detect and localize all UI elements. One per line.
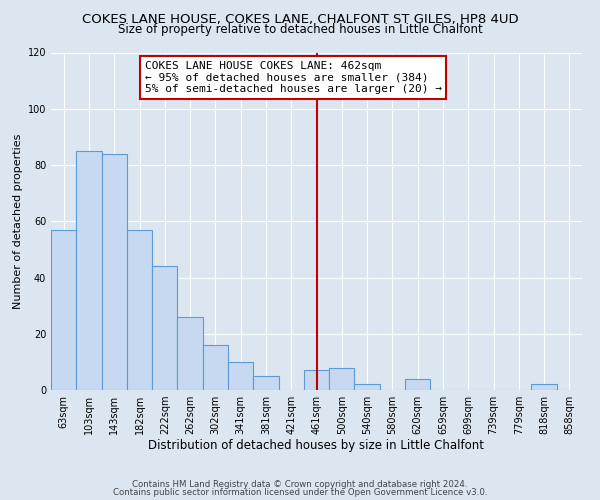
Bar xyxy=(355,384,380,390)
Text: Size of property relative to detached houses in Little Chalfont: Size of property relative to detached ho… xyxy=(118,22,482,36)
Text: Contains HM Land Registry data © Crown copyright and database right 2024.: Contains HM Land Registry data © Crown c… xyxy=(132,480,468,489)
Bar xyxy=(127,230,152,390)
Bar xyxy=(51,230,76,390)
Bar xyxy=(76,151,101,390)
X-axis label: Distribution of detached houses by size in Little Chalfont: Distribution of detached houses by size … xyxy=(149,438,485,452)
Bar xyxy=(101,154,127,390)
Text: COKES LANE HOUSE, COKES LANE, CHALFONT ST GILES, HP8 4UD: COKES LANE HOUSE, COKES LANE, CHALFONT S… xyxy=(82,12,518,26)
Bar xyxy=(228,362,253,390)
Bar xyxy=(152,266,178,390)
Text: Contains public sector information licensed under the Open Government Licence v3: Contains public sector information licen… xyxy=(113,488,487,497)
Bar xyxy=(304,370,329,390)
Text: COKES LANE HOUSE COKES LANE: 462sqm
← 95% of detached houses are smaller (384)
5: COKES LANE HOUSE COKES LANE: 462sqm ← 95… xyxy=(145,61,442,94)
Bar xyxy=(178,317,203,390)
Bar xyxy=(405,379,430,390)
Bar xyxy=(203,345,228,390)
Bar xyxy=(532,384,557,390)
Bar xyxy=(329,368,355,390)
Y-axis label: Number of detached properties: Number of detached properties xyxy=(13,134,23,309)
Bar xyxy=(253,376,278,390)
